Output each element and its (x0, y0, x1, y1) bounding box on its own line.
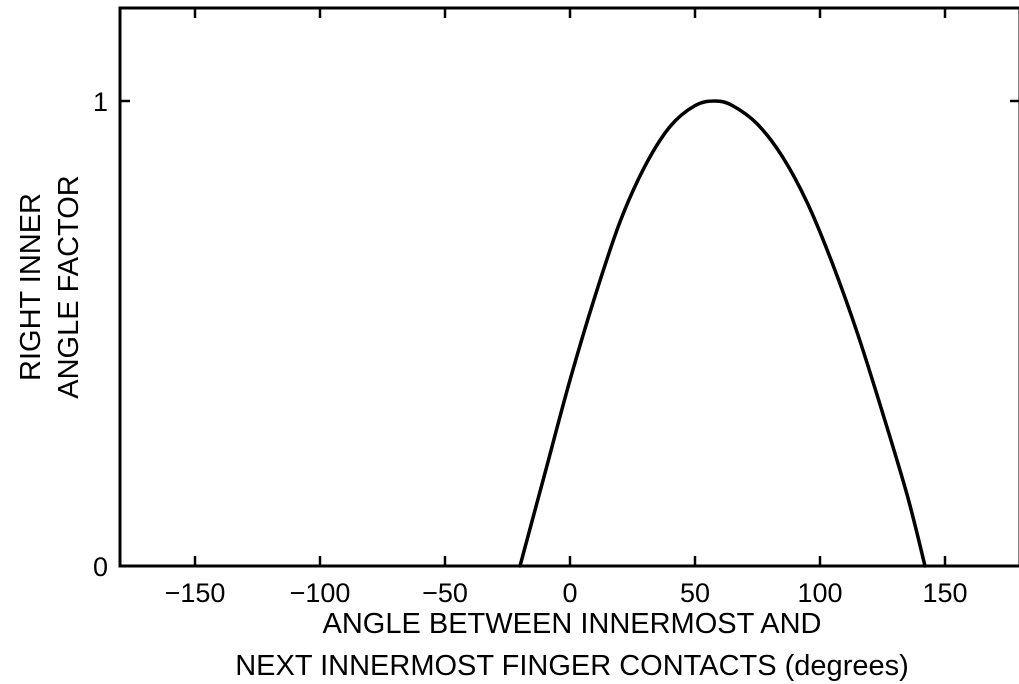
y-axis-label-line-2: ANGLE FACTOR (53, 175, 85, 398)
x-axis-label-line-2: NEXT INNERMOST FINGER CONTACTS (degrees) (235, 650, 909, 682)
series-points (520, 101, 925, 566)
y-axis-ticks: 01 (93, 87, 1019, 582)
y-tick-label: 1 (93, 87, 108, 117)
x-tick-label: 100 (797, 578, 842, 608)
y-tick-label: 0 (93, 552, 108, 582)
series-line (518, 99, 927, 568)
plot-area-frame (118, 6, 1019, 568)
x-tick-label: −150 (165, 578, 226, 608)
x-tick-label: 150 (922, 578, 967, 608)
x-tick-label: 0 (562, 578, 577, 608)
x-tick-label: −50 (422, 578, 468, 608)
x-tick-label: −100 (290, 578, 351, 608)
y-axis-label-line-1: RIGHT INNER (15, 193, 47, 381)
x-axis-ticks: −150 −100 −50 0 50 100 150 (165, 8, 968, 608)
x-tick-label: 50 (680, 578, 710, 608)
x-axis-label-line-1: ANGLE BETWEEN INNERMOST AND (323, 608, 822, 640)
